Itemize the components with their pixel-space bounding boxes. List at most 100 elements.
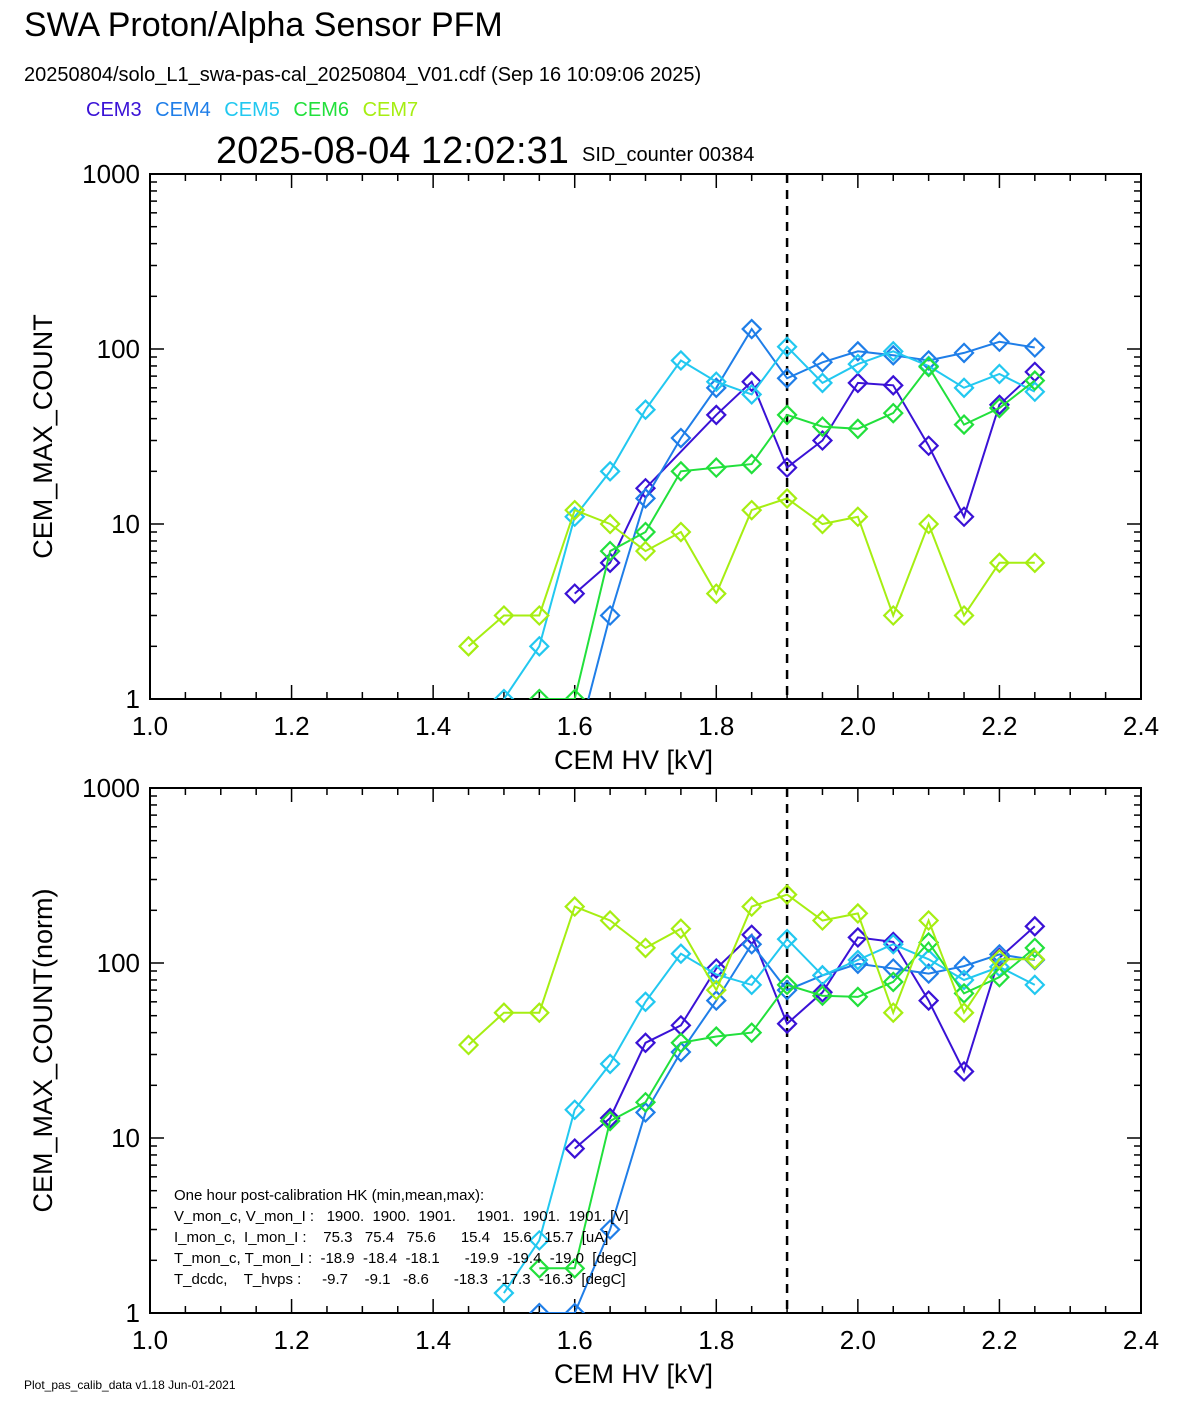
series-group [457, 318, 1046, 699]
series-group [457, 884, 1046, 1313]
hk-line: V_mon_c, V_mon_I : 1900. 1900. 1901. 190… [174, 1208, 628, 1225]
data-point-cem3 [705, 404, 727, 426]
y-tick-label: 1000 [82, 773, 140, 803]
data-point-cem3 [1024, 915, 1046, 937]
data-point-cem7 [599, 909, 621, 932]
x-tick-label: 2.4 [1123, 1325, 1159, 1355]
data-point-cem3 [988, 394, 1010, 416]
data-point-cem4 [776, 367, 798, 389]
data-point-cem6 [882, 402, 904, 424]
data-point-cem3 [599, 1107, 621, 1129]
x-axis-label: CEM HV [kV] [554, 745, 713, 775]
data-point-cem4 [918, 349, 940, 372]
data-point-cem5 [1024, 974, 1046, 996]
data-point-cem6 [953, 414, 975, 436]
y-tick-label: 100 [97, 334, 140, 364]
data-point-cem4 [634, 487, 657, 509]
data-point-cem7 [670, 521, 692, 543]
y-tick-label: 1000 [82, 159, 140, 189]
data-point-cem3 [564, 1138, 586, 1160]
data-point-cem7 [811, 909, 834, 932]
timestamp: 2025-08-04 12:02:31 [216, 130, 569, 172]
x-tick-label: 2.2 [981, 711, 1017, 741]
data-point-cem6 [847, 986, 869, 1008]
data-point-cem3 [882, 374, 904, 396]
data-point-cem4 [741, 318, 763, 340]
data-point-cem5 [634, 399, 657, 421]
x-tick-label: 1.0 [132, 711, 168, 741]
data-point-cem6 [918, 356, 940, 378]
data-point-cem7 [882, 604, 904, 627]
data-point-cem4 [882, 957, 904, 980]
data-point-cem7 [741, 499, 763, 521]
data-point-cem5 [493, 1282, 515, 1304]
data-point-cem3 [953, 1060, 975, 1083]
data-point-cem7 [528, 1002, 550, 1024]
data-point-cem7 [457, 1034, 480, 1056]
data-point-cem6 [528, 1257, 550, 1279]
data-point-cem5 [705, 963, 727, 986]
legend-cem7: CEM7 [362, 99, 419, 121]
data-point-cem5 [528, 1229, 550, 1251]
data-point-cem5 [918, 948, 940, 970]
series-line-cem6 [539, 365, 1036, 699]
series-line-cem7 [467, 893, 1035, 1046]
data-point-cem7 [918, 909, 940, 932]
data-point-cem4 [847, 340, 869, 362]
data-point-cem4 [953, 955, 975, 977]
data-point-cem5 [705, 371, 727, 393]
y-axis-label: CEM_MAX_COUNT [28, 314, 58, 559]
data-point-cem5 [564, 1099, 586, 1121]
data-point-cem6 [741, 1022, 763, 1044]
data-point-cem4 [988, 943, 1010, 965]
data-point-cem7 [847, 902, 869, 924]
sid-counter: SID_counter 00384 [582, 144, 755, 166]
data-point-cem3 [599, 552, 621, 574]
data-point-cem4 [528, 1302, 550, 1313]
legend-cem3: CEM3 [86, 99, 142, 121]
data-point-cem7 [776, 487, 798, 509]
data-point-cem7 [847, 506, 869, 528]
data-point-cem6 [564, 688, 586, 699]
data-point-cem3 [811, 429, 834, 452]
data-point-cem5 [1024, 381, 1046, 403]
data-point-cem6 [564, 1257, 586, 1279]
data-point-cem7 [953, 1002, 975, 1024]
y-tick-label: 1 [126, 1298, 140, 1328]
data-point-cem7 [953, 604, 975, 627]
data-point-cem4 [670, 427, 692, 449]
data-point-cem5 [741, 383, 763, 405]
data-point-cem6 [599, 540, 621, 562]
data-point-cem6 [776, 404, 798, 426]
data-point-cem3 [918, 990, 940, 1012]
data-point-cem7 [457, 635, 480, 657]
data-point-cem5 [599, 1053, 621, 1075]
x-tick-label: 1.4 [415, 711, 451, 741]
y-tick-label: 10 [111, 509, 140, 539]
data-point-cem5 [634, 991, 657, 1013]
x-tick-label: 2.0 [840, 1325, 876, 1355]
data-point-cem3 [847, 372, 869, 394]
data-point-cem6 [988, 397, 1010, 419]
legend-cem6: CEM6 [293, 99, 349, 121]
data-point-cem5 [988, 363, 1010, 385]
data-point-cem5 [811, 964, 834, 986]
page-title: SWA Proton/Alpha Sensor PFM [24, 6, 503, 44]
data-point-cem5 [528, 635, 550, 657]
data-point-cem5 [493, 688, 515, 699]
series-line-cem4 [587, 327, 1035, 699]
x-tick-label: 2.2 [981, 1325, 1017, 1355]
data-point-cem5 [670, 943, 692, 965]
data-point-cem5 [599, 460, 621, 482]
data-point-cem6 [776, 974, 798, 996]
series-line-cem6 [539, 940, 1036, 1270]
series-line-cem4 [539, 942, 1035, 1313]
chart-top: 1.0 1.2 1.4 1.6 1.8 2.0 2.2 2.4 1 10 100 1000 CEM HV… [28, 159, 1159, 775]
data-point-cem3 [953, 506, 975, 528]
legend-cem4: CEM4 [155, 99, 211, 121]
data-point-cem7 [776, 884, 798, 906]
data-point-cem6 [1024, 937, 1046, 959]
hk-line: T_mon_c, T_mon_I : -18.9 -18.4 -18.1 -19… [174, 1250, 636, 1267]
data-point-cem5 [847, 353, 869, 375]
